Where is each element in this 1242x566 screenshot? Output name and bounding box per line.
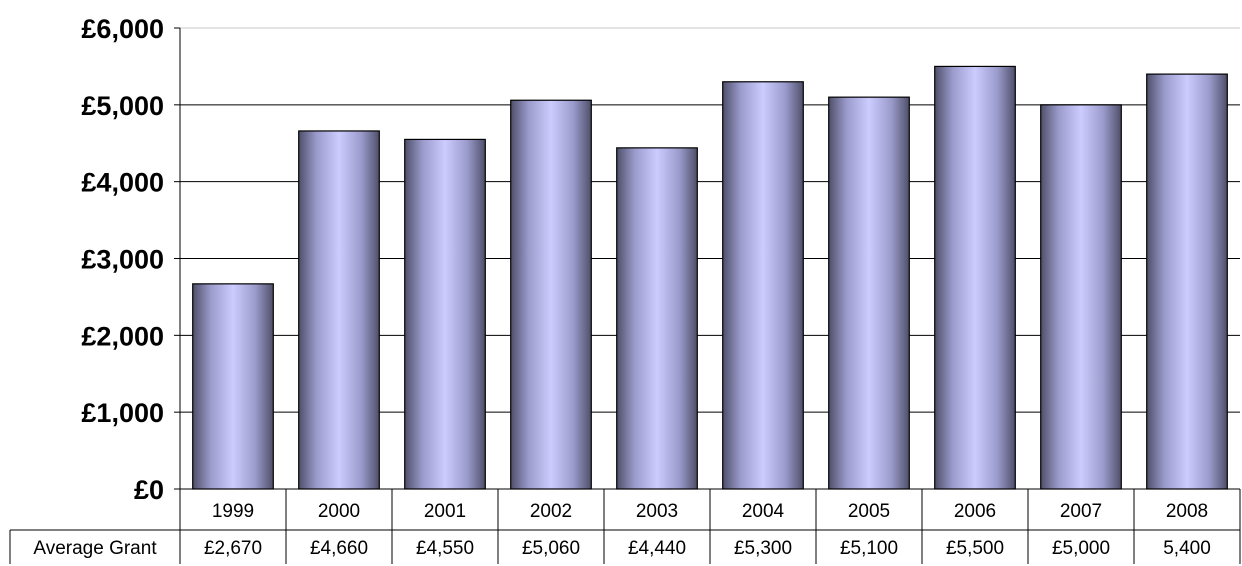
bar: [404, 138, 486, 490]
bar: [722, 81, 804, 490]
data-table: 1999 2000 2001 2002 2003 2004 2005 2006 2007 2008…: [9, 489, 1241, 564]
data-label: £5,300: [734, 538, 792, 559]
x-tick-label: 2004: [742, 501, 785, 522]
data-label: £5,500: [946, 538, 1004, 559]
data-label: £4,550: [416, 538, 474, 559]
data-label: £4,660: [310, 538, 368, 559]
bar: [828, 96, 910, 490]
x-tick-label: 2002: [530, 501, 572, 522]
data-label: £5,060: [522, 538, 580, 559]
y-tick-label: £3,000: [81, 245, 164, 275]
bar: [934, 65, 1016, 490]
x-tick-label: 2000: [318, 501, 360, 522]
x-tick-label: 2001: [424, 501, 466, 522]
axes: £0 £1,000 £2,000 £3,000 £4,000 £5,000 £6,000: [81, 14, 1240, 505]
y-tick-label: £1,000: [81, 398, 164, 428]
data-label: £5,000: [1052, 538, 1110, 559]
x-tick-label: 1999: [212, 501, 254, 522]
x-tick-label: 2008: [1166, 501, 1208, 522]
bar: [510, 99, 592, 490]
y-tick-label: £6,000: [81, 14, 164, 44]
bar: [1040, 104, 1122, 490]
bar: [1146, 73, 1228, 490]
x-tick-label: 2003: [636, 501, 678, 522]
bars: [192, 65, 1228, 490]
x-tick-label: 2006: [954, 501, 996, 522]
data-label: 5,400: [1163, 538, 1211, 559]
data-label: £4,440: [628, 538, 686, 559]
y-tick-label: £0: [134, 475, 164, 505]
table-row-label: Average Grant: [33, 538, 157, 559]
y-tick-label: £2,000: [81, 321, 164, 351]
data-label: £2,670: [204, 538, 262, 559]
y-tick-label: £5,000: [81, 91, 164, 121]
bar: [298, 130, 380, 490]
x-tick-label: 2005: [848, 501, 890, 522]
bar: [192, 283, 274, 490]
bar: [616, 147, 698, 490]
y-tick-label: £4,000: [81, 168, 164, 198]
x-tick-label: 2007: [1060, 501, 1102, 522]
data-label: £5,100: [840, 538, 898, 559]
